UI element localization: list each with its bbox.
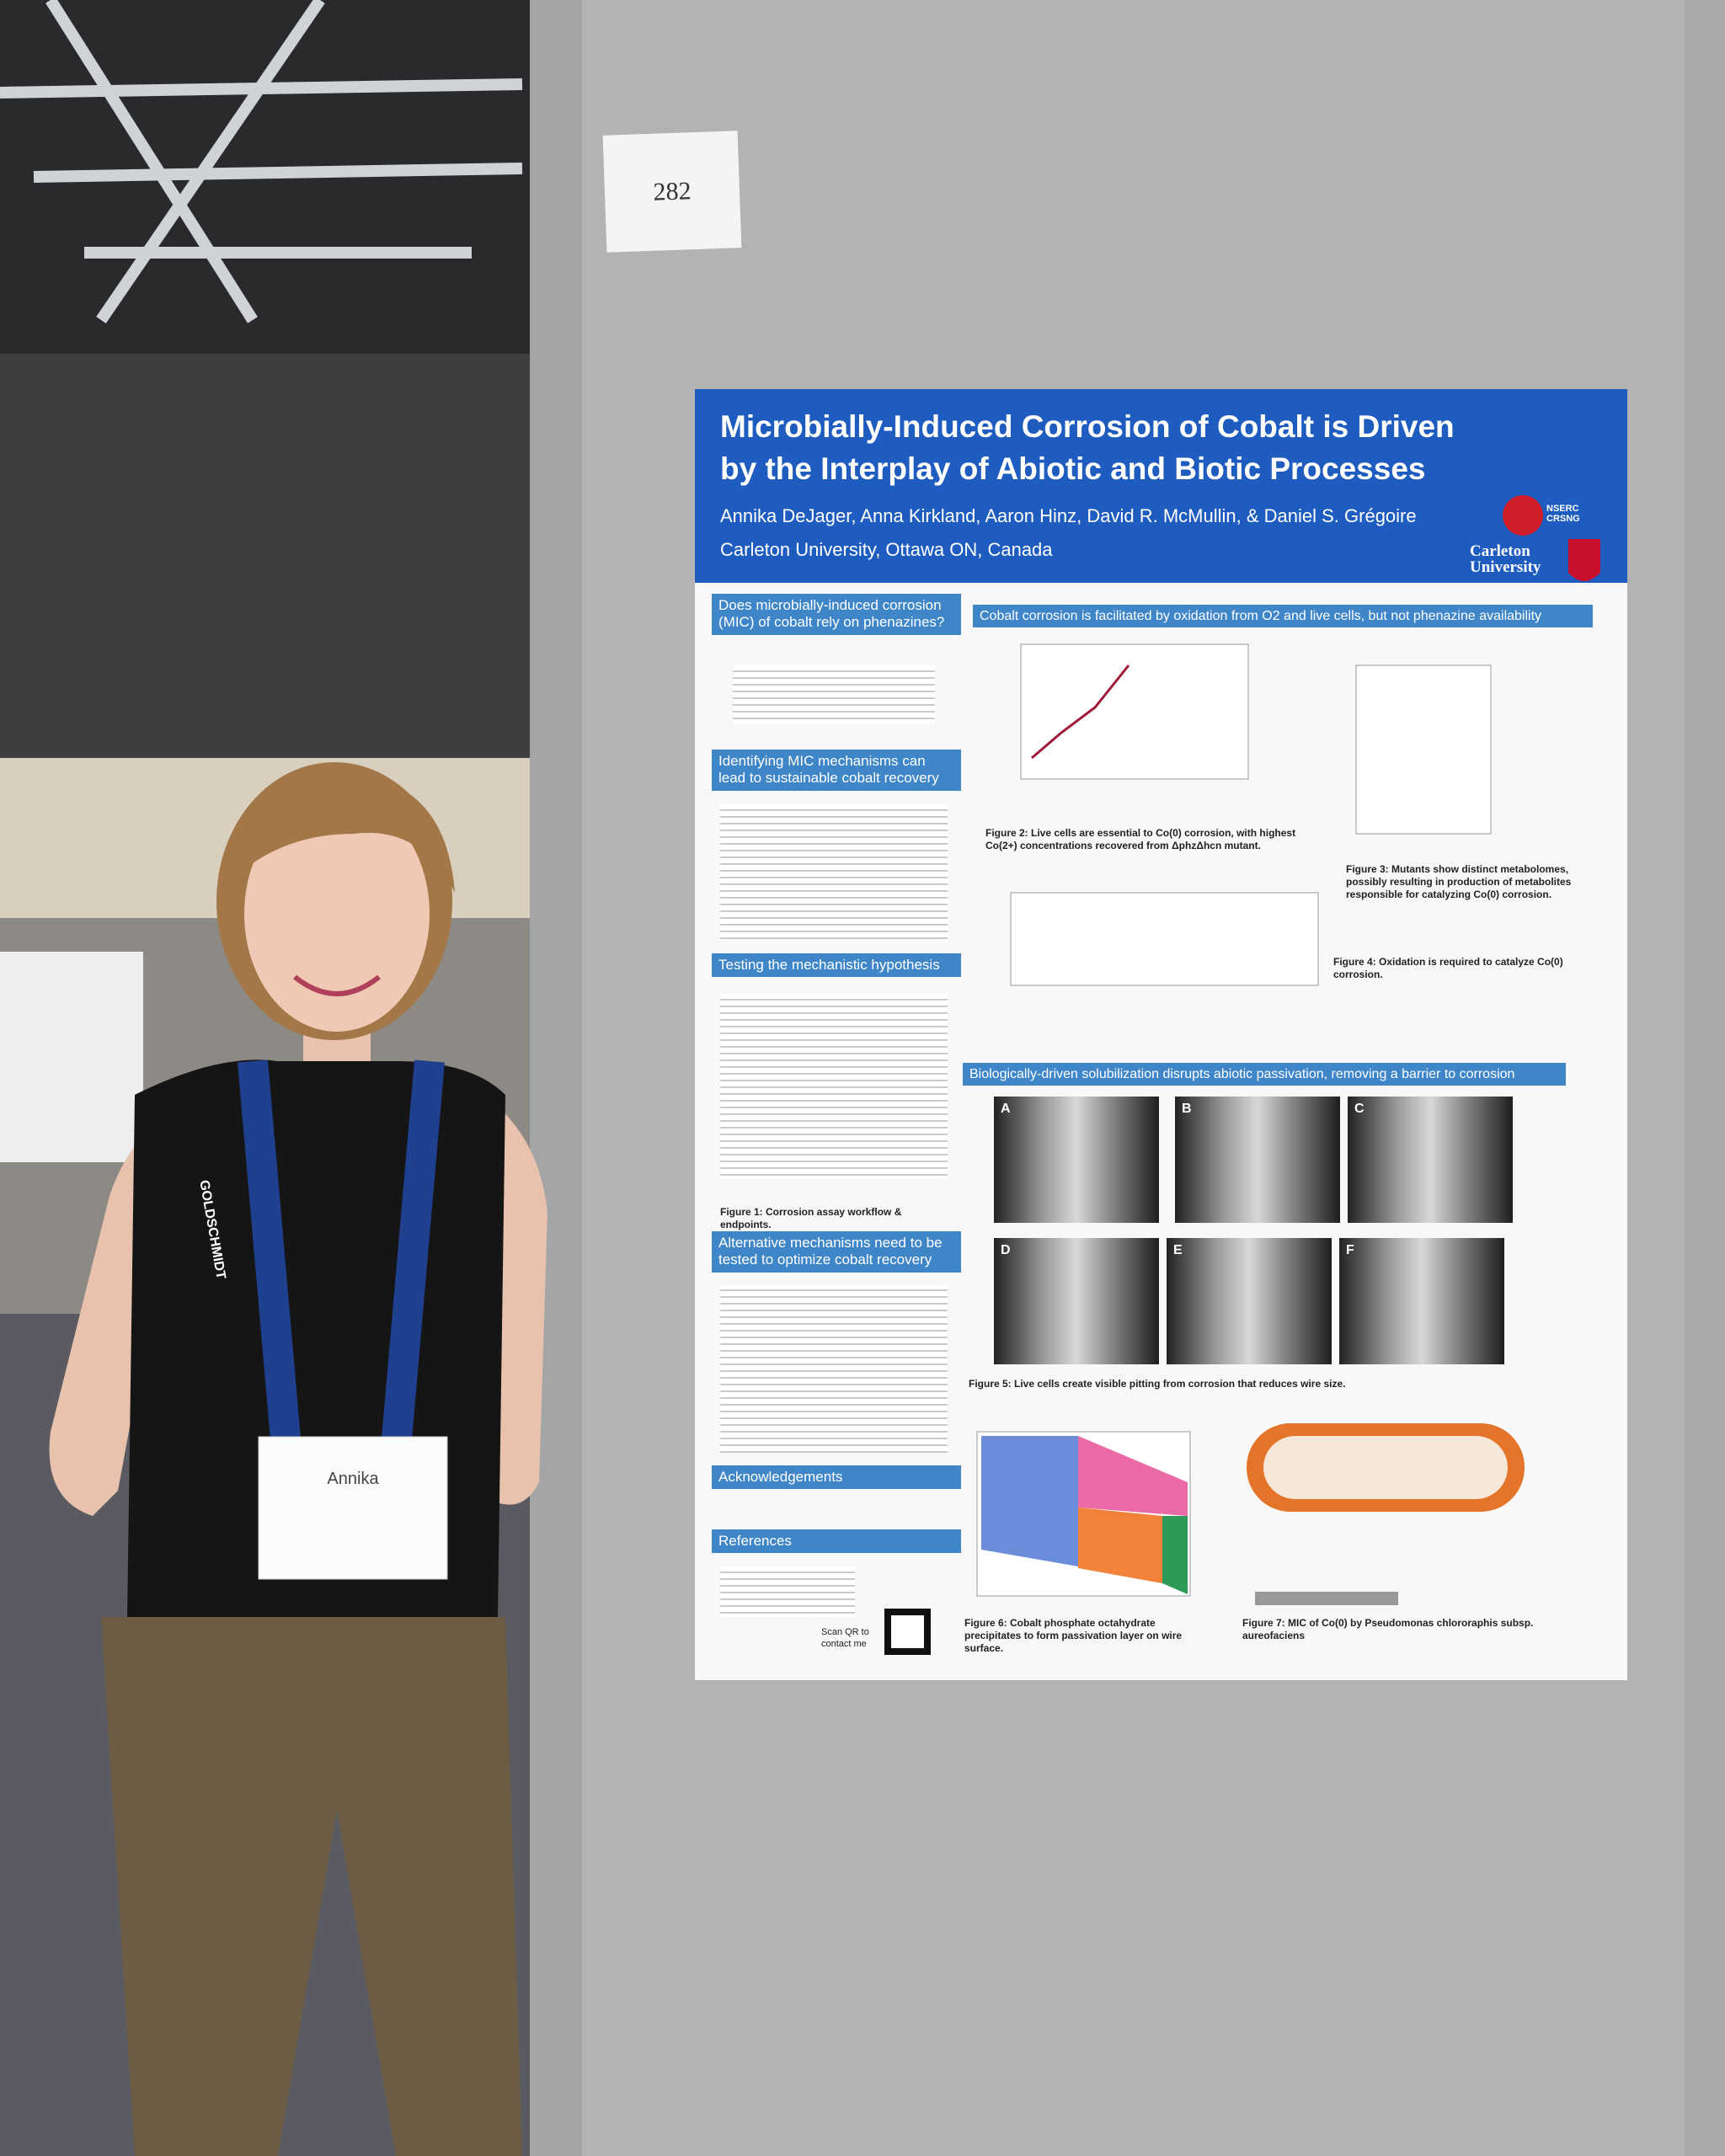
section-heading: Acknowledgements	[712, 1465, 961, 1490]
sem-image: C	[1348, 1097, 1513, 1223]
logo-nserc: NSERC CRSNG	[1546, 504, 1580, 524]
figure-2-plot	[1020, 643, 1249, 780]
carleton-shield	[1568, 539, 1600, 581]
sem-image: F	[1339, 1238, 1504, 1364]
back-wall	[0, 354, 539, 758]
section-heading: Testing the mechanistic hypothesis	[712, 953, 961, 978]
poster-authors: Annika DeJager, Anna Kirkland, Aaron Hin…	[720, 505, 1417, 526]
figure-7-wire	[1255, 1592, 1398, 1605]
panel-letter: E	[1173, 1243, 1183, 1257]
sem-image: E	[1167, 1238, 1332, 1364]
figure-caption: Figure 3: Mutants show distinct metabolo…	[1346, 863, 1572, 900]
booth-number: 282	[602, 131, 742, 253]
poster-header	[695, 389, 1627, 583]
panel-letter: B	[1182, 1102, 1192, 1116]
figure-7-inner	[1263, 1436, 1508, 1499]
section-heading: Cobalt corrosion is facilitated by oxida…	[973, 605, 1593, 628]
panel-letter: C	[1354, 1102, 1365, 1116]
section-heading: Does microbially-induced corrosion (MIC)…	[712, 594, 961, 635]
phase-green	[1162, 1516, 1188, 1594]
reaction-sketch	[733, 665, 935, 724]
panel-letter: A	[1001, 1102, 1011, 1116]
panel-letter: D	[1001, 1243, 1011, 1257]
distant-poster	[0, 952, 143, 1162]
section-heading: Identifying MIC mechanisms can lead to s…	[712, 750, 961, 791]
qr-inner	[891, 1615, 924, 1648]
phase-orange	[1078, 1508, 1162, 1583]
logo-carleton: Carleton University	[1470, 542, 1541, 576]
nserc-logo	[1503, 495, 1543, 536]
phase-blue	[981, 1436, 1078, 1566]
references	[720, 1566, 855, 1617]
badge-name: Annika	[327, 1470, 379, 1488]
qr-label: Scan QR to contact me	[821, 1627, 869, 1649]
sem-image: B	[1175, 1097, 1340, 1223]
board-edge	[1685, 0, 1725, 2156]
section-heading: Biologically-driven solubilization disru…	[963, 1063, 1566, 1086]
panel-letter: F	[1346, 1243, 1354, 1257]
figure-3-plot	[1355, 664, 1492, 835]
figure-4-plot	[1010, 892, 1319, 986]
sem-image: A	[994, 1097, 1159, 1223]
poster-affiliation: Carleton University, Ottawa ON, Canada	[720, 539, 1053, 560]
phase-pink	[1078, 1436, 1188, 1516]
section-heading: References	[712, 1529, 961, 1554]
sem-image: D	[994, 1238, 1159, 1364]
figure-2-line	[1031, 664, 1130, 760]
poster-title: Microbially-Induced Corrosion of Cobalt …	[720, 409, 1455, 486]
board-frame	[530, 0, 582, 2156]
section-heading: Alternative mechanisms need to be tested…	[712, 1231, 961, 1273]
workflow-diagram	[720, 994, 948, 1179]
figure-caption: Figure 7: MIC of Co(0) by Pseudomonas ch…	[1242, 1617, 1534, 1641]
figure-caption: Figure 1: Corrosion assay workflow & end…	[720, 1206, 902, 1230]
figure-caption: Figure 6: Cobalt phosphate octahydrate p…	[964, 1617, 1183, 1654]
badge	[258, 1436, 448, 1580]
body-text	[720, 804, 948, 939]
body-text	[720, 1284, 948, 1453]
ceiling-lights	[0, 0, 523, 323]
figure-caption: Figure 5: Live cells create visible pitt…	[969, 1378, 1346, 1390]
figure-caption: Figure 4: Oxidation is required to catal…	[1333, 956, 1563, 980]
figure-caption: Figure 2: Live cells are essential to Co…	[985, 827, 1296, 851]
